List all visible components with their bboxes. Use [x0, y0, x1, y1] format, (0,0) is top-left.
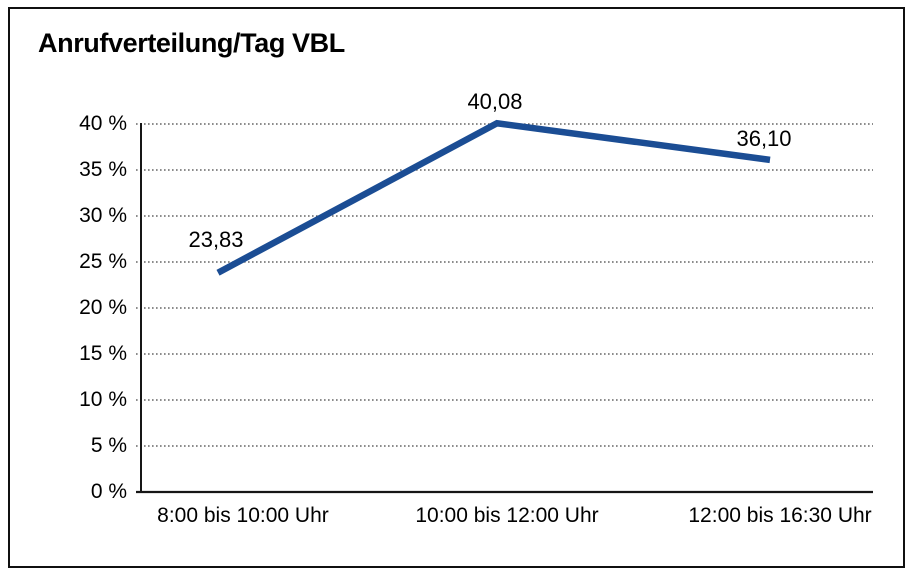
chart-title: Anrufverteilung/Tag VBL — [38, 28, 345, 58]
y-tick-label-10: 10 % — [79, 388, 127, 411]
y-tick-label-15: 15 % — [79, 342, 127, 365]
y-tick-label-25: 25 % — [79, 250, 127, 273]
y-tick-label-35: 35 % — [79, 158, 127, 181]
chart-frame — [8, 7, 905, 568]
data-line-series — [216, 119, 771, 276]
y-tick-label-20: 20 % — [79, 296, 127, 319]
x-category-label: 12:00 bis 16:30 Uhr — [688, 504, 872, 527]
x-category-label: 10:00 bis 12:00 Uhr — [415, 504, 599, 527]
y-tick-label-5: 5 % — [90, 434, 127, 457]
y-tick-label-0: 0 % — [90, 480, 127, 503]
data-point-label: 36,10 — [736, 125, 792, 151]
y-tick-label-30: 30 % — [79, 204, 127, 227]
y-tick-label-40: 40 % — [79, 112, 127, 135]
data-point-label: 23,83 — [188, 226, 244, 252]
data-point-label: 40,08 — [467, 89, 523, 115]
x-category-label: 8:00 bis 10:00 Uhr — [157, 504, 329, 527]
